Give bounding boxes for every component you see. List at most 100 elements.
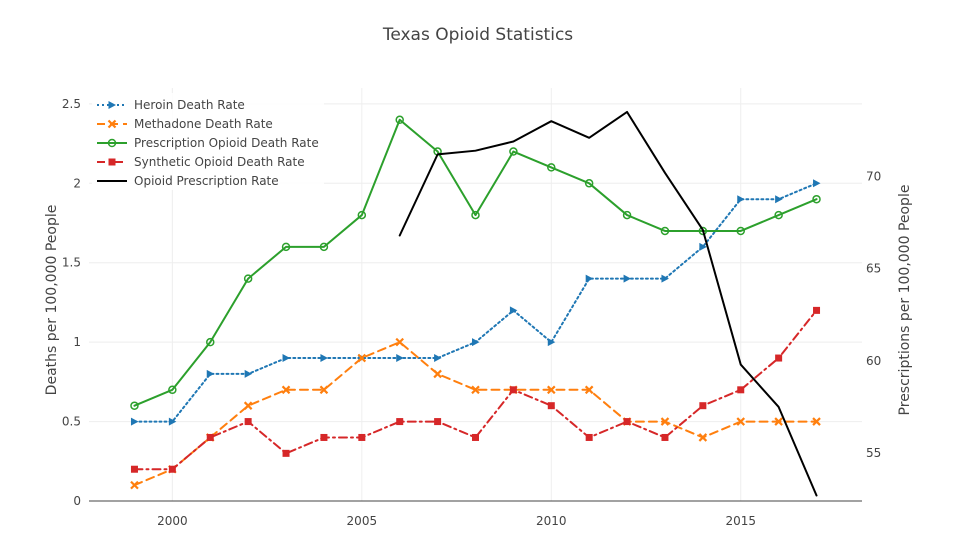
data-point xyxy=(622,210,632,220)
series-0 xyxy=(130,179,821,426)
data-point xyxy=(244,418,252,426)
data-point xyxy=(358,433,366,441)
data-point xyxy=(433,369,442,379)
y-tick-label: 1.5 xyxy=(62,256,81,270)
data-point xyxy=(660,417,670,426)
y2-axis-title: Prescriptions per 100,000 People xyxy=(897,185,913,416)
data-point xyxy=(660,226,670,236)
data-point xyxy=(319,242,329,252)
x-tick-label: 2005 xyxy=(347,514,378,528)
y-tick-label: 2.5 xyxy=(62,97,81,111)
data-point xyxy=(774,417,783,426)
data-point xyxy=(471,210,480,220)
series-1 xyxy=(130,337,821,490)
data-point xyxy=(585,433,593,441)
y-tick-label: 1 xyxy=(73,335,81,349)
data-point xyxy=(130,417,139,426)
data-point xyxy=(699,242,707,251)
legend-item: Prescription Opioid Death Rate xyxy=(97,136,319,150)
data-point xyxy=(775,195,783,204)
data-point xyxy=(357,353,367,363)
data-point xyxy=(107,138,117,148)
data-point xyxy=(108,101,116,109)
x-tick-label: 2000 xyxy=(157,514,188,528)
data-point xyxy=(584,179,594,188)
series-line xyxy=(133,341,818,487)
x-tick-label: 2010 xyxy=(536,514,567,528)
legend-item: Methadone Death Rate xyxy=(97,117,273,131)
legend-label: Synthetic Opioid Death Rate xyxy=(134,155,305,169)
data-point xyxy=(395,115,404,125)
legend: Heroin Death Rate Methadone Death Rate Pre… xyxy=(92,93,324,190)
data-point xyxy=(206,433,214,441)
data-point xyxy=(320,433,328,441)
data-point xyxy=(547,385,556,395)
data-point xyxy=(547,338,556,347)
data-point xyxy=(206,369,215,378)
data-point xyxy=(813,306,821,314)
data-point xyxy=(698,433,708,442)
x-tick-label: 2015 xyxy=(725,514,756,528)
legend-label: Opioid Prescription Rate xyxy=(134,174,279,188)
legend-background xyxy=(92,93,324,190)
y-tick-label: 0.5 xyxy=(62,415,81,429)
data-point xyxy=(168,465,176,473)
series-layer xyxy=(130,110,821,497)
data-point xyxy=(107,119,117,129)
data-point xyxy=(108,158,116,166)
data-point xyxy=(737,386,745,394)
data-point xyxy=(243,274,253,283)
chart-title: Texas Opioid Statistics xyxy=(382,25,573,45)
data-point xyxy=(736,417,746,426)
data-point xyxy=(244,369,253,378)
series-3 xyxy=(130,306,821,473)
data-point xyxy=(472,433,479,441)
data-point xyxy=(168,385,177,395)
data-point xyxy=(319,385,329,395)
data-point xyxy=(623,274,632,283)
data-point xyxy=(699,402,707,410)
data-point xyxy=(585,274,594,283)
data-point xyxy=(547,402,555,410)
data-point xyxy=(547,163,556,172)
data-point xyxy=(434,354,442,363)
legend-label: Methadone Death Rate xyxy=(134,117,273,131)
y-tick-label: 2 xyxy=(73,176,81,190)
data-point xyxy=(357,210,367,220)
data-point xyxy=(509,386,517,394)
data-point xyxy=(396,418,404,426)
data-point xyxy=(130,465,138,473)
legend-item: Synthetic Opioid Death Rate xyxy=(97,155,305,169)
data-point xyxy=(471,385,480,395)
data-point xyxy=(623,418,631,426)
data-point xyxy=(661,433,669,441)
data-point xyxy=(774,210,783,220)
series-line xyxy=(398,110,818,497)
y-axis-title: Deaths per 100,000 People xyxy=(44,205,60,396)
data-point xyxy=(243,401,253,410)
y-tick-label: 0 xyxy=(73,494,81,508)
y2-tick-label: 65 xyxy=(866,262,881,276)
data-point xyxy=(737,195,745,204)
data-point xyxy=(812,194,821,204)
data-point xyxy=(282,449,290,457)
data-point xyxy=(396,354,404,363)
data-point xyxy=(282,354,291,363)
axes: 2000 2005 2010 2015 0 0.5 1 1.5 2 2.5 55 60 65 70 xyxy=(62,97,881,528)
data-point xyxy=(320,354,328,363)
data-point xyxy=(434,418,442,426)
legend-item: Opioid Prescription Rate xyxy=(97,174,279,188)
y2-tick-label: 55 xyxy=(866,446,881,460)
data-point xyxy=(130,480,139,490)
data-point xyxy=(168,417,177,426)
data-point xyxy=(281,385,291,395)
legend-label: Prescription Opioid Death Rate xyxy=(134,136,319,150)
y2-tick-label: 70 xyxy=(866,170,881,184)
data-point xyxy=(281,242,291,252)
data-point xyxy=(698,226,708,236)
data-point xyxy=(661,274,669,283)
data-point xyxy=(206,337,215,347)
legend-label: Heroin Death Rate xyxy=(134,98,245,112)
